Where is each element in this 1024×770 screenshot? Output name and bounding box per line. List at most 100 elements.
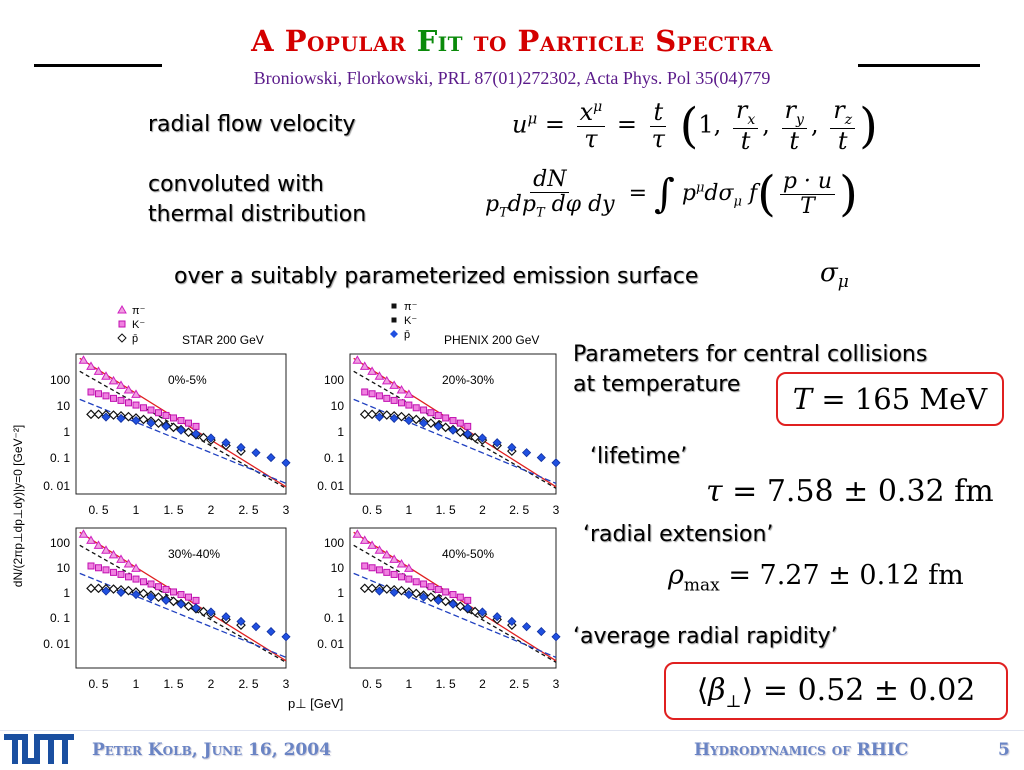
panel-centrality-label: 40%-50% [442, 547, 494, 561]
panel-frame [75, 353, 287, 495]
x-axis-title: p⊥ [GeV] [288, 696, 343, 711]
pion-point [101, 545, 111, 554]
experiment-label-phenix: PHENIX 200 GeV [444, 333, 539, 347]
kaon-point [390, 396, 398, 404]
y-tick-label: 10 [331, 399, 345, 413]
pion-point [131, 389, 141, 398]
antiproton-phenix-point [389, 587, 399, 597]
kaon-point [405, 401, 413, 409]
footer-page-number: 5 [998, 740, 1010, 760]
legend-label: p̄ [404, 329, 410, 341]
pion-point [389, 554, 400, 563]
pion-point [108, 549, 119, 559]
y-tick-label: 10 [331, 561, 345, 575]
label-average-rapidity: ‘average radial rapidity’ [573, 624, 838, 649]
antiproton-phenix-point [146, 592, 156, 602]
label-convoluted-2: thermal distribution [148, 202, 367, 227]
x-tick-label: 1. 5 [163, 677, 183, 691]
kaon-point [368, 390, 376, 398]
kaon-point [110, 568, 117, 576]
antiproton-star-point [426, 418, 436, 428]
x-tick-label: 1. 5 [436, 503, 456, 517]
kaon-point [132, 401, 140, 409]
x-tick-label: 3 [283, 503, 290, 517]
antiproton-phenix-point [266, 453, 276, 463]
legend-star: π⁻ K⁻ p̄ [117, 304, 146, 345]
spectra-panel-1: 0%-5% 100 10 1 0. 1 0. 01 0. 5 1 1. 5 2 2. 5 3 [43, 353, 291, 517]
kaon-point [95, 390, 102, 398]
pion-point [381, 375, 392, 385]
x-tick-label: 1 [406, 503, 413, 517]
spectra-panel-2: 20%-30% 100 10 1 0. 1 0. 01 0. 5 1 1. 5 2 2. 5 3 [317, 353, 561, 517]
footer-topic: Hydrodynamics of RHIC [694, 740, 909, 760]
y-tick-label: 0. 1 [324, 451, 344, 465]
antiproton-star-point [183, 601, 194, 612]
kaon-point [449, 591, 457, 599]
temperature-value: 165 MeV [854, 382, 988, 416]
antiproton-phenix-point [433, 595, 443, 605]
antiproton-star-point [470, 606, 480, 617]
y-tick-label: 0. 01 [317, 637, 344, 651]
kaon-point [420, 406, 428, 414]
y-tick-label: 100 [50, 536, 70, 550]
antiproton-phenix-point [191, 603, 201, 613]
antiproton-star-point [440, 422, 451, 433]
label-radial-flow: radial flow velocity [148, 112, 356, 137]
antiproton-phenix-point [161, 595, 171, 605]
antiproton-phenix-point [161, 421, 171, 431]
antiproton-phenix-point [251, 448, 261, 458]
title-fit-word: Fit [416, 24, 464, 58]
pion-point [374, 545, 385, 554]
title-rule-right [858, 64, 980, 67]
label-radial-extension: ‘radial extension’ [583, 522, 774, 547]
kaon-point [170, 414, 177, 422]
slide-title: A Popular Fit to Particle Spectra [0, 24, 1024, 58]
kaon-point [420, 580, 428, 588]
antiproton-star-point [108, 410, 119, 420]
kaon-point [170, 588, 177, 596]
pion-point [403, 389, 414, 398]
y-tick-label: 1 [63, 425, 70, 439]
legend-marker-kaon [391, 317, 397, 323]
x-tick-label: 0. 5 [362, 677, 382, 691]
pion-point [123, 384, 134, 394]
antiproton-phenix-point [507, 442, 517, 453]
x-tick-label: 1 [133, 503, 140, 517]
beta-value: 0.52 ± 0.02 [797, 673, 976, 708]
antiproton-phenix-point [251, 622, 261, 632]
legend-marker-kaon [391, 303, 397, 309]
pion-point [359, 535, 370, 544]
x-tick-label: 1 [133, 677, 140, 691]
y-tick-label: 1 [337, 425, 344, 439]
legend-marker-antiproton [117, 333, 127, 343]
y-tick-label: 10 [57, 561, 71, 575]
pion-point [396, 558, 407, 568]
antiproton-phenix-point [266, 627, 276, 637]
x-tick-label: 1. 5 [163, 503, 183, 517]
antiproton-phenix-point [492, 612, 502, 622]
antiproton-star-point [153, 592, 164, 602]
kaon-point [456, 419, 464, 427]
antiproton-star-point [396, 585, 407, 596]
kaon-point [368, 564, 376, 572]
kaon-point [87, 388, 95, 396]
pion-point [116, 554, 126, 563]
kaon-point [434, 585, 442, 593]
kaon-point [434, 411, 442, 419]
legend-label: π⁻ [132, 305, 146, 317]
kaon-point [375, 566, 383, 574]
x-tick-label: 0. 5 [88, 503, 108, 517]
kaon-point [102, 392, 110, 400]
pion-point [367, 540, 377, 549]
kaon-point [442, 588, 450, 596]
fit-curve-3 [79, 398, 287, 484]
antiproton-phenix-point [551, 458, 561, 468]
kaon-point [464, 596, 472, 604]
pion-point [389, 380, 400, 389]
label-parameters-1: Parameters for central collisions [573, 342, 928, 367]
label-lifetime: ‘lifetime’ [590, 444, 688, 469]
kaon-point [125, 399, 132, 407]
y-tick-label: 1 [337, 586, 344, 600]
antiproton-phenix-point [536, 453, 546, 463]
